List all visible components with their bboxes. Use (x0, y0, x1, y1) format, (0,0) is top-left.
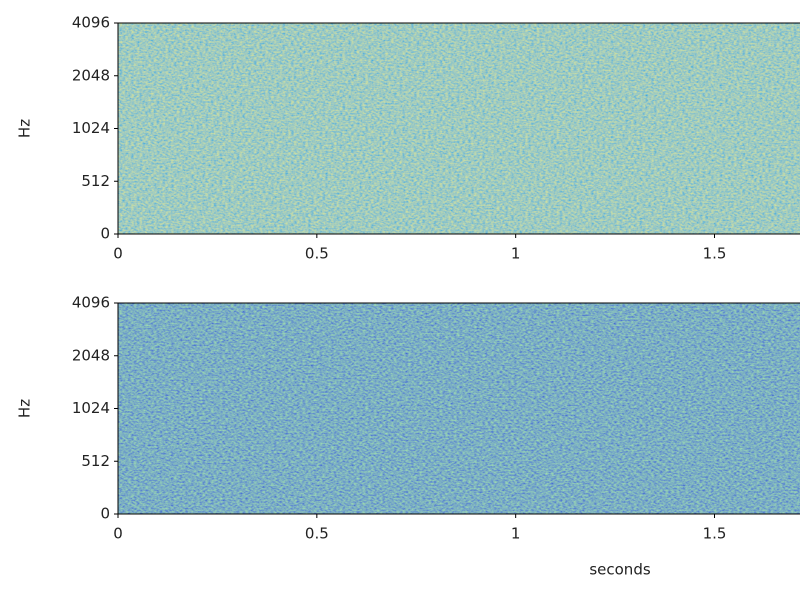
y-axis-label: Hz (16, 119, 34, 138)
y-tick-label: 512 (81, 172, 110, 190)
x-tick-label: 1 (511, 525, 521, 543)
y-tick-label: 2048 (72, 66, 110, 84)
x-tick-label: 0 (113, 525, 123, 543)
y-tick-label: 512 (81, 452, 110, 470)
x-tick-label: 0 (113, 245, 123, 263)
x-tick-label: 1.5 (703, 525, 727, 543)
x-tick-label: 0.5 (305, 245, 329, 263)
y-tick-label: 1024 (72, 399, 110, 417)
x-tick-label: 1.5 (703, 245, 727, 263)
spectrogram-image (118, 303, 800, 514)
x-axis-label: seconds (589, 561, 650, 579)
x-tick-label: 0.5 (305, 525, 329, 543)
y-tick-label: 4096 (72, 294, 110, 312)
y-tick-label: 0 (100, 505, 110, 523)
y-axis-label: Hz (16, 399, 34, 418)
y-tick-label: 0 (100, 225, 110, 243)
spectrogram-image (118, 23, 800, 234)
y-tick-label: 1024 (72, 119, 110, 137)
x-tick-label: 1 (511, 245, 521, 263)
y-tick-label: 4096 (72, 14, 110, 32)
y-tick-label: 2048 (72, 346, 110, 364)
